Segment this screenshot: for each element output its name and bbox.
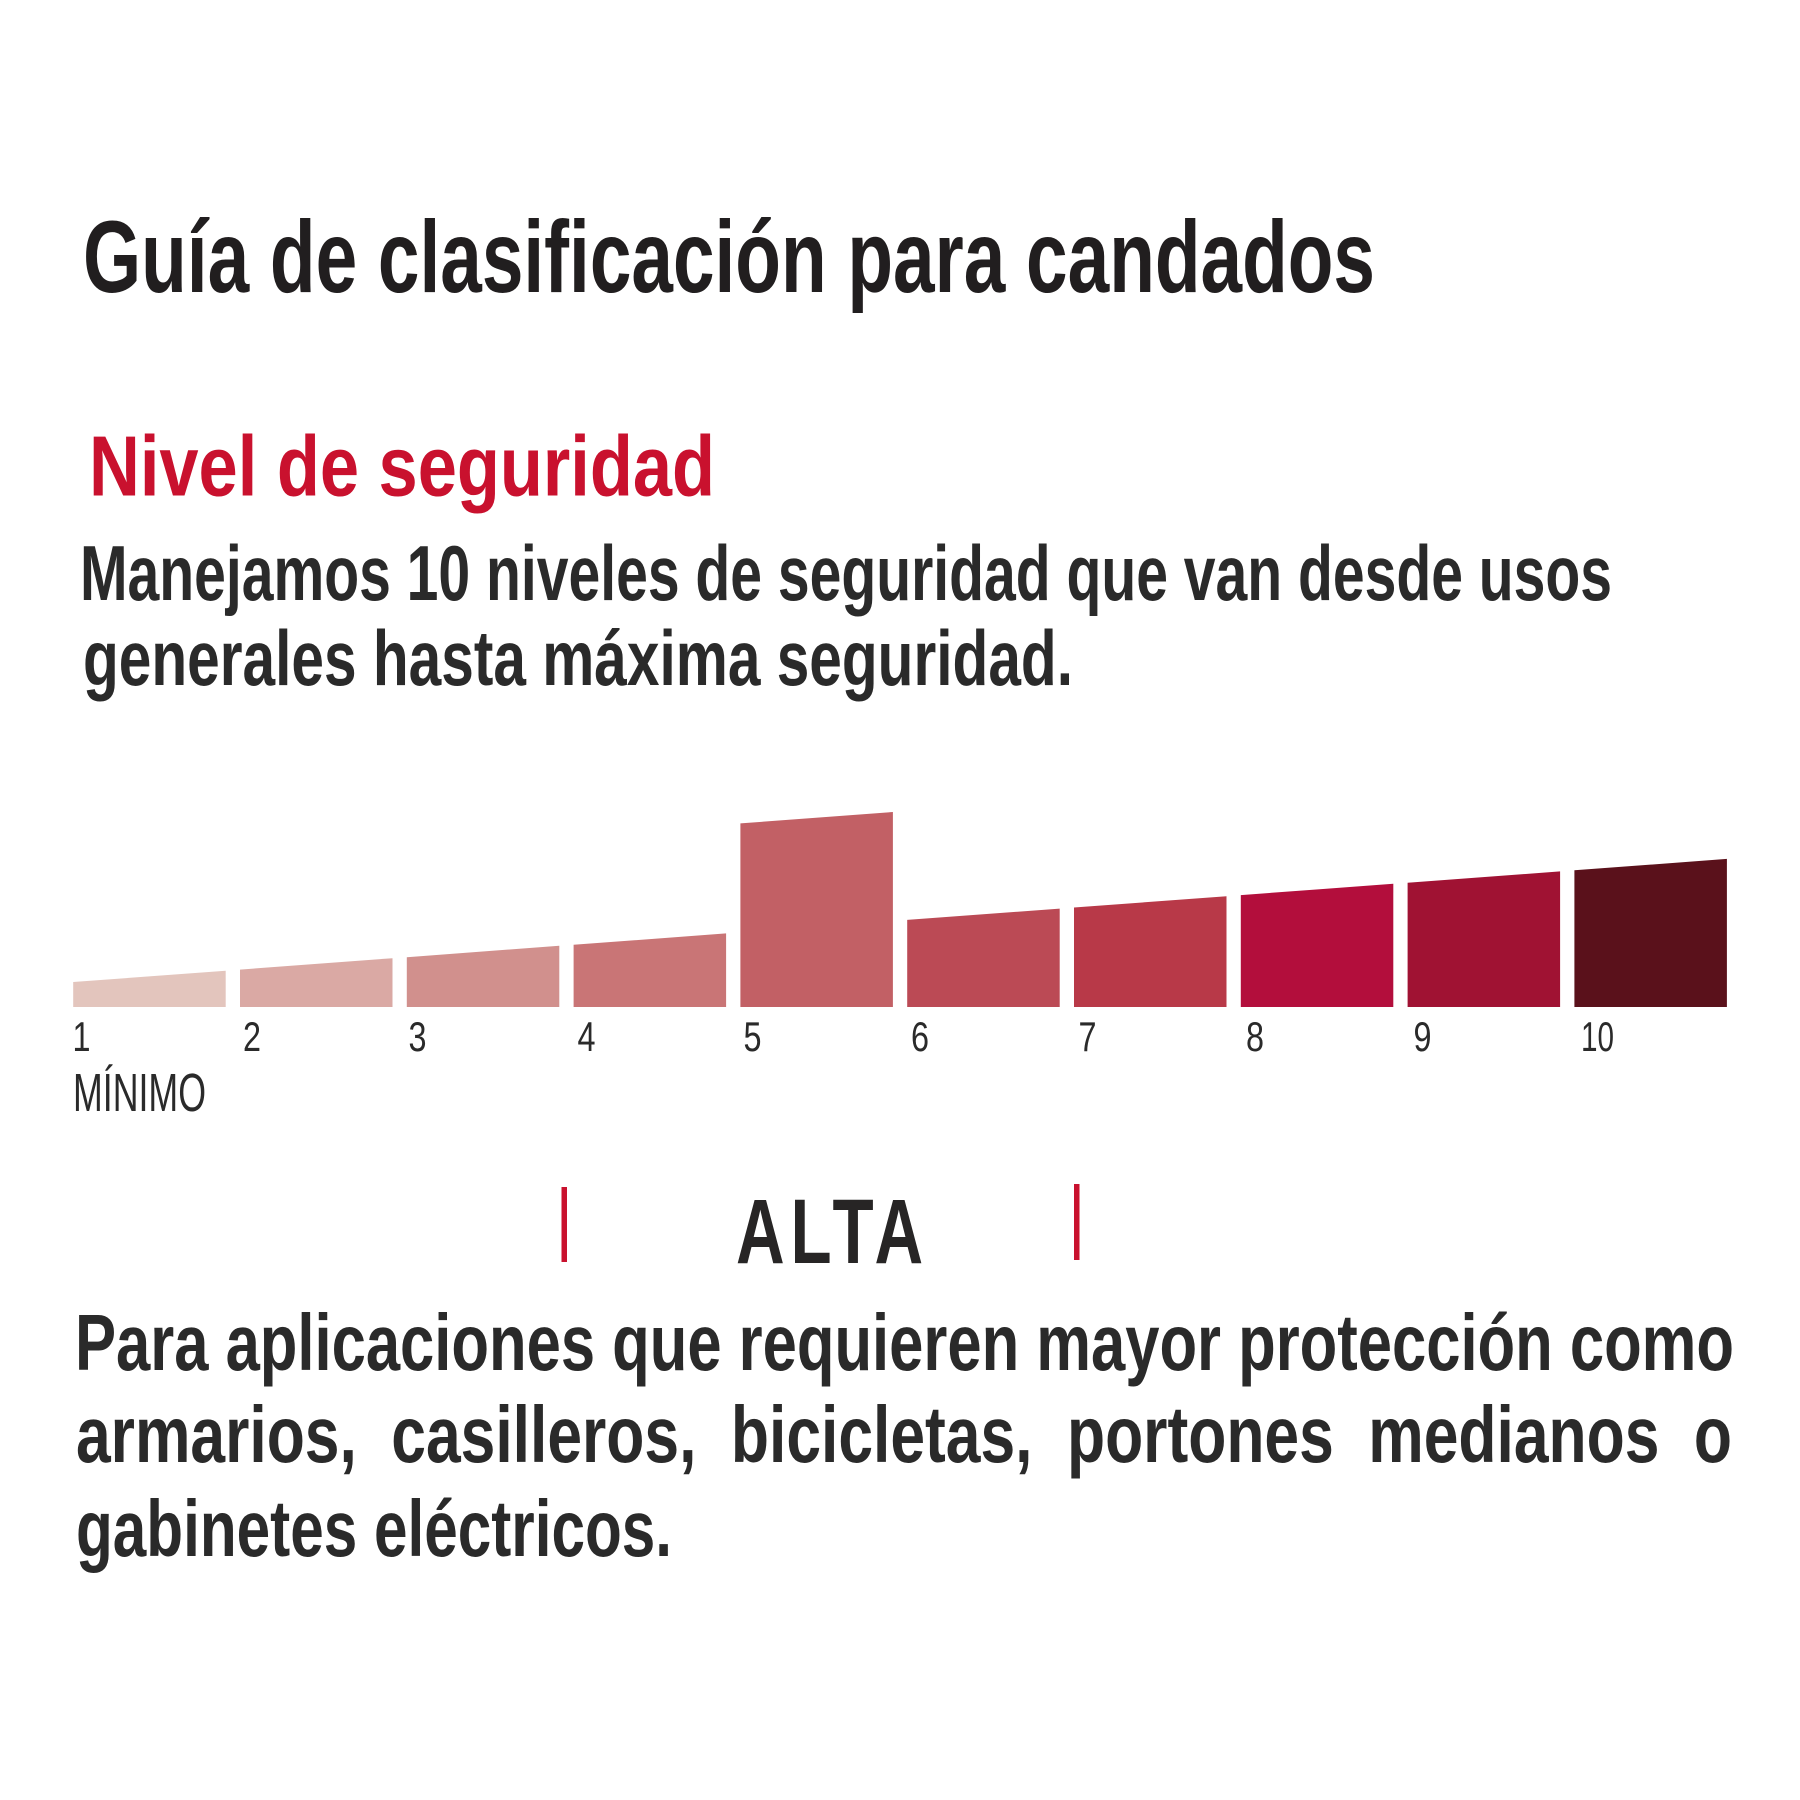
svg-text:gabinetes eléctricos.: gabinetes eléctricos. [76,1484,672,1573]
svg-text:Para aplicaciones que requiere: Para aplicaciones que requieren mayor pr… [75,1298,1734,1387]
svg-text:ALTA: ALTA [736,1181,929,1283]
svg-text:Guía de clasificación para can: Guía de clasificación para candados [83,200,1375,314]
svg-text:generales hasta máxima segurid: generales hasta máxima seguridad. [83,614,1073,702]
svg-text:3: 3 [409,1013,427,1060]
svg-text:8: 8 [1246,1013,1264,1060]
svg-text:5: 5 [744,1013,762,1060]
svg-text:4: 4 [578,1013,596,1060]
svg-text:1: 1 [73,1013,91,1060]
svg-text:Nivel de seguridad: Nivel de seguridad [89,420,715,515]
svg-text:Manejamos 10 niveles de seguri: Manejamos 10 niveles de seguridad que va… [80,529,1612,617]
svg-text:armarios, casilleros, biciclet: armarios, casilleros, bicicletas, porton… [76,1390,1732,1479]
svg-text:6: 6 [911,1013,929,1060]
svg-text:9: 9 [1414,1013,1432,1060]
svg-text:10: 10 [1581,1013,1614,1060]
svg-text:2: 2 [243,1013,261,1060]
svg-text:MÍNIMO: MÍNIMO [73,1063,206,1123]
svg-text:7: 7 [1079,1013,1097,1060]
